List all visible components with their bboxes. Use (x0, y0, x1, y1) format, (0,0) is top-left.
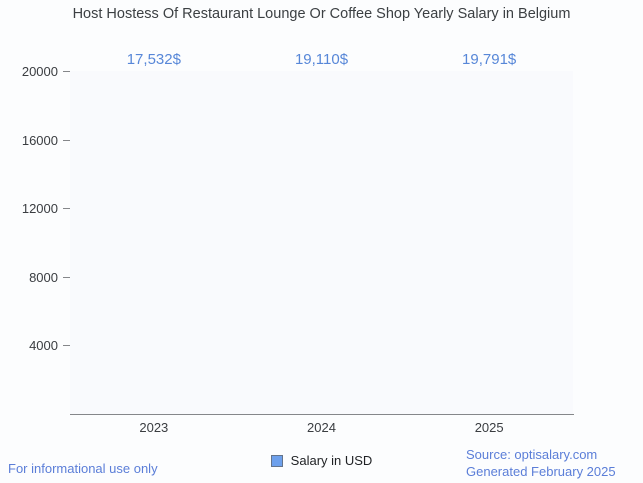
value-label-2024: 19,110$ (294, 51, 349, 68)
y-tick-8000 (63, 276, 70, 278)
legend-marker-icon (270, 454, 283, 467)
value-label-2023: 17,532$ (126, 51, 181, 68)
source-line: Source: optisalary.com (466, 447, 598, 462)
plot-background (70, 71, 573, 414)
y-axis-label-8000: 8000 (29, 269, 58, 285)
source-attribution: Source: optisalary.com Generated Februar… (466, 447, 616, 480)
y-tick-16000 (63, 139, 70, 141)
y-axis-label-20000: 20000 (21, 64, 58, 79)
x-axis-label-2023: 2023 (139, 420, 169, 435)
disclaimer-text: For informational use only (8, 461, 158, 476)
value-label-2025: 19,791$ (462, 51, 517, 68)
x-axis-label-2024: 2024 (307, 420, 336, 435)
chart-title: Host Hostess Of Restaurant Lounge Or Cof… (72, 6, 571, 22)
y-axis-label-4000: 4000 (29, 338, 58, 354)
legend-label: Salary in USD (290, 453, 373, 468)
y-axis-label-16000: 16000 (21, 132, 58, 148)
legend-item-salary[interactable]: Salary in USD (270, 453, 373, 468)
x-axis-line (70, 414, 574, 415)
x-axis-label-2025: 2025 (474, 420, 504, 435)
y-tick-20000 (63, 71, 70, 72)
y-axis-label-12000: 12000 (21, 201, 58, 217)
y-tick-4000 (63, 345, 70, 347)
y-tick-12000 (63, 208, 70, 210)
generated-line: Generated February 2025 (466, 463, 616, 479)
